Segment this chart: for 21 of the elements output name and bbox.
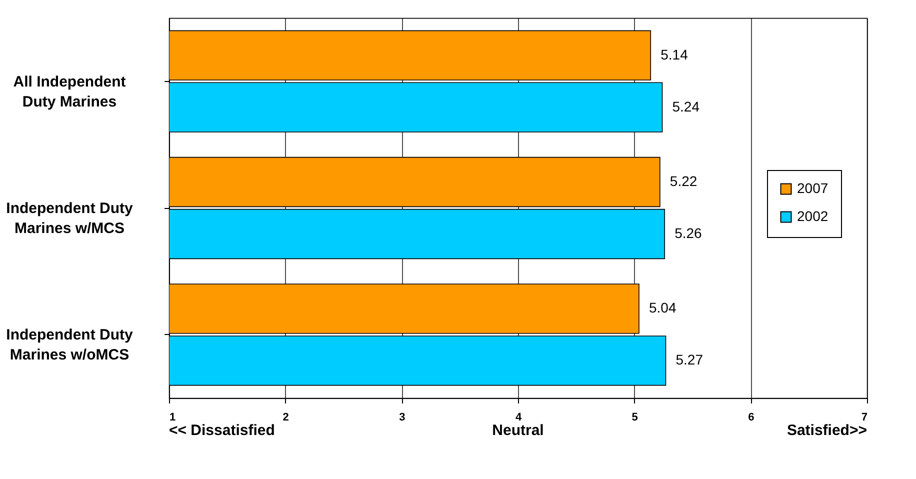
x-tick-label: 1 — [170, 412, 176, 424]
x-tick-label: 6 — [748, 412, 754, 424]
x-tick-label: 5 — [632, 412, 638, 424]
x-tick-label: 3 — [399, 412, 406, 424]
y-tick-label: Independent Duty Marines w/oMCS — [6, 326, 134, 364]
data-label: 5.26 — [674, 224, 702, 241]
data-label: 5.24 — [672, 98, 700, 114]
text: Satisfied>> — [786, 422, 868, 439]
x-tick-label: 2 — [282, 412, 289, 424]
x-tick-label: 7 — [861, 412, 868, 424]
data-label: 5.04 — [648, 300, 676, 316]
legend-label: 2007 — [797, 180, 828, 196]
y-tick-label: All Independent Duty Marines — [13, 73, 126, 110]
text: Neutral — [492, 422, 544, 439]
legend-label: 2002 — [797, 208, 828, 224]
x-tick-label: 4 — [515, 412, 522, 424]
data-label: 5.27 — [676, 352, 704, 368]
text: << Dissatisfied — [169, 422, 275, 439]
data-label: 5.14 — [660, 46, 688, 62]
data-label: 5.22 — [670, 173, 698, 190]
y-tick-label: Independent Duty Marines w/MCS — [6, 200, 134, 237]
